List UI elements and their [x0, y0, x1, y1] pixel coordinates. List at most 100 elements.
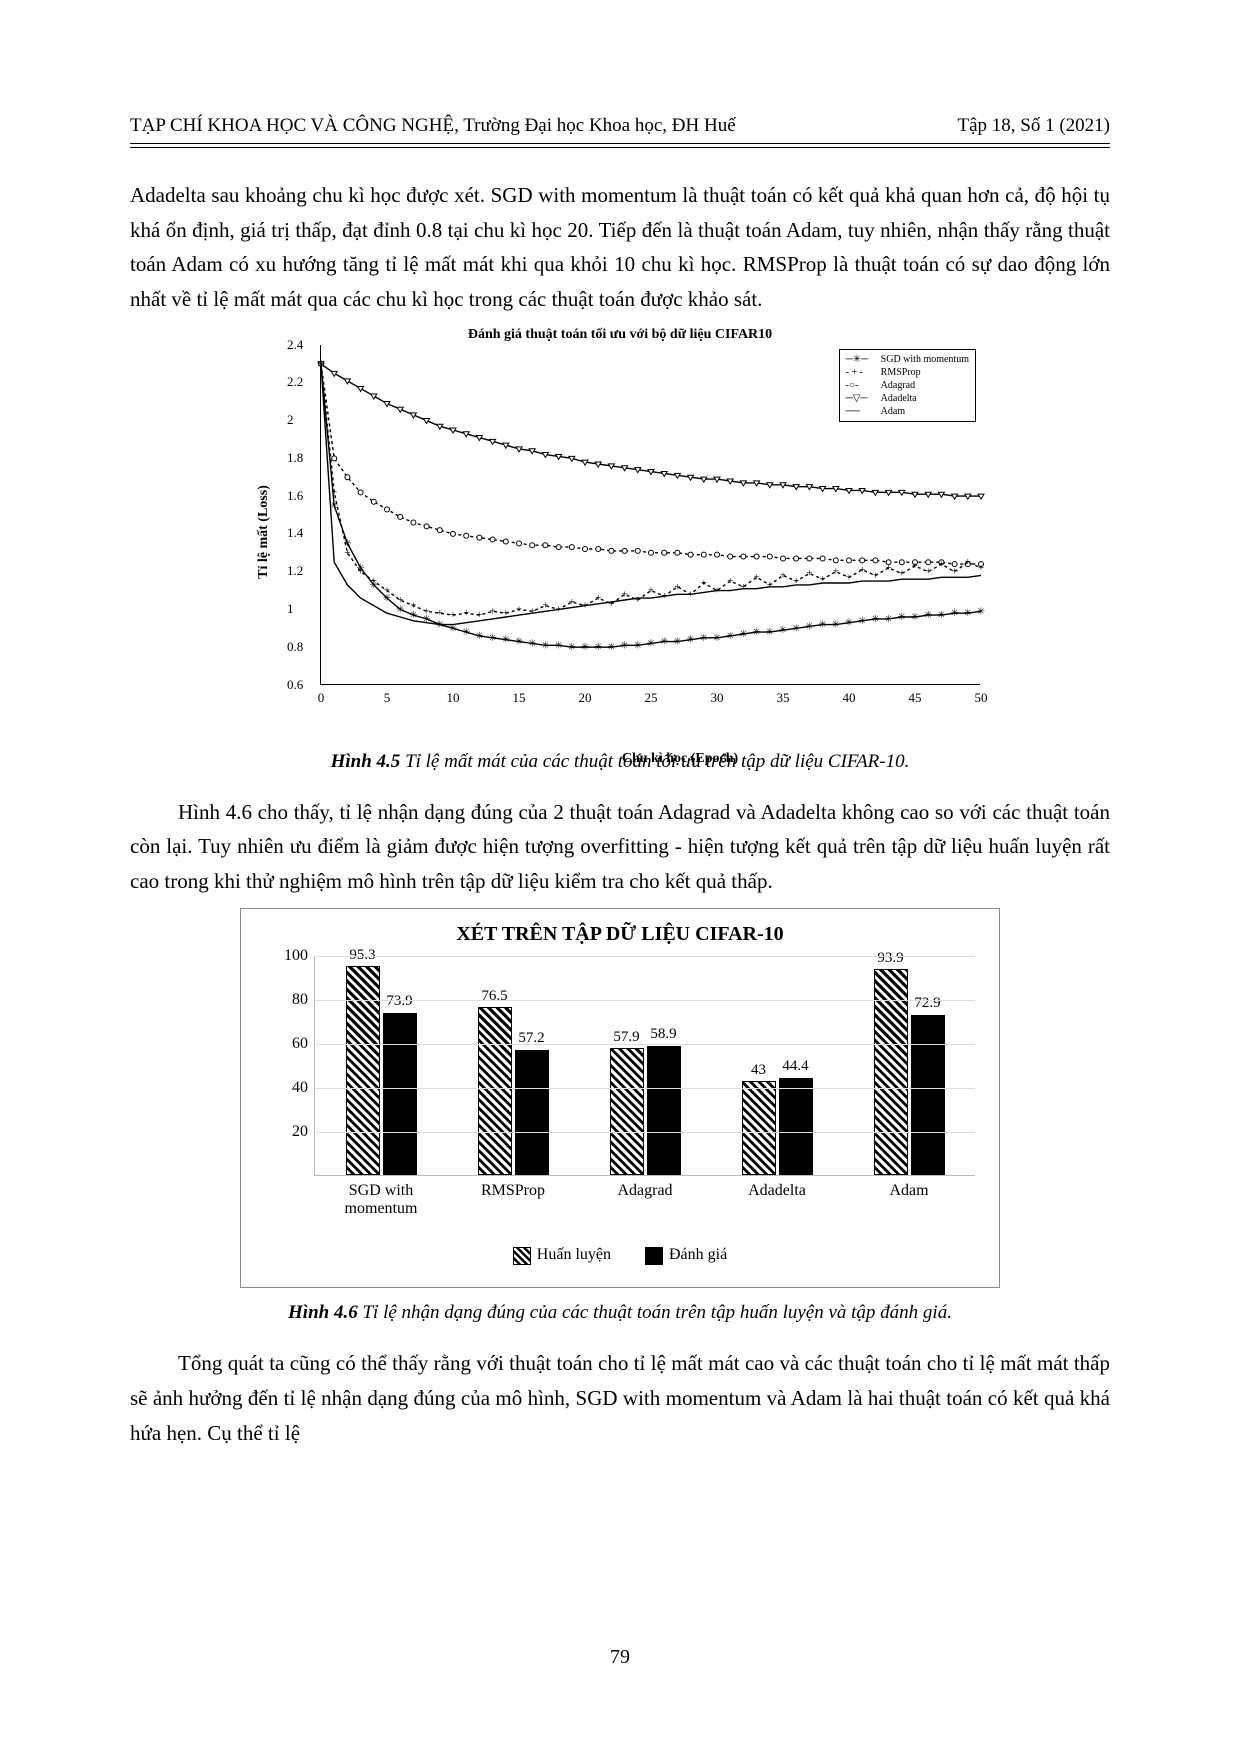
bar-group: 95.373.9: [346, 966, 417, 1176]
chart1-ytick: 2: [287, 412, 294, 428]
svg-text:✳: ✳: [713, 632, 721, 643]
svg-text:✳: ✳: [792, 623, 800, 634]
chart2-category-label: RMSProp: [458, 1182, 568, 1218]
svg-text:+: +: [463, 607, 469, 619]
svg-text:+: +: [833, 565, 839, 577]
chart1-ytick: 2.4: [287, 337, 303, 353]
chart1-legend-item: ──Adam: [846, 405, 969, 418]
bar-train: 95.3: [346, 966, 380, 1176]
chart1-legend: ─✳─SGD with momentum- + -RMSProp-○-Adagr…: [839, 349, 976, 422]
svg-text:+: +: [912, 560, 918, 572]
svg-text:✳: ✳: [805, 621, 813, 632]
svg-text:✳: ✳: [964, 608, 972, 619]
svg-text:+: +: [437, 607, 443, 619]
chart1-legend-item: ─▽─Adadelta: [846, 392, 969, 405]
svg-text:✳: ✳: [937, 610, 945, 621]
bar-value-label: 95.3: [349, 947, 375, 964]
chart1-xtick: 30: [711, 690, 724, 706]
chart2-category-label: Adam: [854, 1182, 964, 1218]
chart2-category-label: Adagrad: [590, 1182, 700, 1218]
bar-eval: 73.9: [383, 1013, 417, 1176]
paragraph-3: Tổng quát ta cũng có thể thấy rằng với t…: [130, 1346, 1110, 1450]
svg-text:+: +: [608, 597, 614, 609]
svg-text:+: +: [529, 605, 535, 617]
svg-text:✳: ✳: [726, 630, 734, 641]
chart1-legend-item: -○-Adagrad: [846, 379, 969, 392]
svg-text:✳: ✳: [673, 636, 681, 647]
svg-text:✳: ✳: [858, 615, 866, 626]
svg-text:+: +: [635, 594, 641, 606]
svg-text:✳: ✳: [832, 619, 840, 630]
figure-4-6-caption: Hình 4.6 Tỉ lệ nhận dạng đúng của các th…: [130, 1302, 1110, 1324]
svg-text:✳: ✳: [541, 640, 549, 651]
bar-value-label: 76.5: [481, 988, 507, 1005]
chart1-xtick: 45: [909, 690, 922, 706]
svg-text:✳: ✳: [396, 604, 404, 615]
chart2-legend: Huấn luyện Đánh giá: [265, 1246, 975, 1264]
svg-text:✳: ✳: [607, 642, 615, 653]
svg-text:✳: ✳: [502, 634, 510, 645]
svg-text:✳: ✳: [845, 617, 853, 628]
svg-text:+: +: [899, 567, 905, 579]
svg-text:✳: ✳: [475, 630, 483, 641]
chart1-xtick: 25: [645, 690, 658, 706]
header-rule-1: [130, 143, 1110, 144]
bar-value-label: 58.9: [650, 1026, 676, 1043]
svg-text:✳: ✳: [647, 638, 655, 649]
svg-text:+: +: [516, 603, 522, 615]
svg-text:✳: ✳: [462, 627, 470, 638]
bar-value-label: 72.9: [914, 995, 940, 1012]
figure-4-6: XÉT TRÊN TẬP DỮ LIỆU CIFAR-10 2040608010…: [130, 908, 1110, 1288]
chart2-category-label: Adadelta: [722, 1182, 832, 1218]
svg-text:+: +: [674, 580, 680, 592]
bar-eval: 72.9: [911, 1015, 945, 1175]
svg-text:✳: ✳: [317, 358, 325, 369]
chart1-title: Đánh giá thuật toán tối ưu với bộ dữ liệ…: [260, 327, 980, 343]
chart1-ylabel: Tỉ lệ mất (Loss): [256, 485, 272, 579]
svg-text:✳: ✳: [752, 627, 760, 638]
paragraph-2: Hình 4.6 cho thấy, tỉ lệ nhận dạng đúng …: [130, 795, 1110, 899]
chart1-xtick: 35: [777, 690, 790, 706]
svg-text:+: +: [476, 609, 482, 621]
svg-text:+: +: [872, 569, 878, 581]
bar-group: 57.958.9: [610, 1046, 681, 1176]
legend-label-eval: Đánh giá: [669, 1246, 727, 1263]
chart2-category-label: SGD with momentum: [326, 1182, 436, 1218]
svg-text:✳: ✳: [488, 632, 496, 643]
svg-text:✳: ✳: [634, 640, 642, 651]
svg-text:✳: ✳: [700, 632, 708, 643]
svg-text:✳: ✳: [739, 629, 747, 640]
running-header: TẠP CHÍ KHOA HỌC VÀ CÔNG NGHỆ, Trường Đạ…: [130, 115, 1110, 137]
svg-text:+: +: [489, 605, 495, 617]
legend-swatch-eval: [645, 1247, 663, 1265]
svg-text:✳: ✳: [330, 500, 338, 511]
chart1-ytick: 1.4: [287, 525, 303, 541]
chart1-xtick: 15: [513, 690, 526, 706]
svg-text:+: +: [780, 569, 786, 581]
bar-train: 76.5: [478, 1007, 512, 1175]
issue-label: Tập 18, Số 1 (2021): [957, 115, 1110, 137]
bar-train: 43: [742, 1081, 776, 1176]
bar-value-label: 93.9: [877, 950, 903, 967]
bar-value-label: 44.4: [782, 1058, 808, 1075]
svg-text:✳: ✳: [818, 619, 826, 630]
paragraph-1: Adadelta sau khoảng chu kì học được xét.…: [130, 178, 1110, 317]
svg-text:✳: ✳: [554, 640, 562, 651]
svg-text:✳: ✳: [950, 608, 958, 619]
svg-text:✳: ✳: [515, 636, 523, 647]
svg-text:✳: ✳: [356, 562, 364, 573]
chart2-ytick: 100: [284, 947, 308, 965]
svg-text:+: +: [648, 584, 654, 596]
svg-text:✳: ✳: [383, 593, 391, 604]
figure-4-5: Đánh giá thuật toán tối ưu với bộ dữ liệ…: [130, 327, 1110, 737]
svg-text:✳: ✳: [528, 638, 536, 649]
accuracy-bar-chart: XÉT TRÊN TẬP DỮ LIỆU CIFAR-10 2040608010…: [240, 908, 1000, 1288]
chart2-ytick: 80: [292, 991, 308, 1009]
chart1-xtick: 5: [384, 690, 391, 706]
caption-2-text: Tỉ lệ nhận dạng đúng của các thuật toán …: [358, 1302, 952, 1323]
svg-text:✳: ✳: [871, 613, 879, 624]
svg-text:+: +: [965, 556, 971, 568]
legend-swatch-train: [513, 1247, 531, 1265]
svg-text:+: +: [925, 565, 931, 577]
chart2-ytick: 40: [292, 1079, 308, 1097]
